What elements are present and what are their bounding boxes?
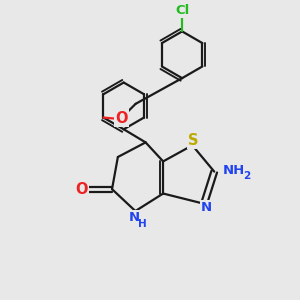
Text: N: N bbox=[201, 201, 212, 214]
Text: O: O bbox=[116, 111, 128, 126]
Text: N: N bbox=[128, 211, 140, 224]
Text: 2: 2 bbox=[243, 171, 250, 181]
Text: NH: NH bbox=[223, 164, 245, 177]
Text: Cl: Cl bbox=[175, 4, 189, 17]
Text: O: O bbox=[76, 182, 88, 196]
Text: H: H bbox=[138, 219, 147, 229]
Text: S: S bbox=[188, 133, 198, 148]
